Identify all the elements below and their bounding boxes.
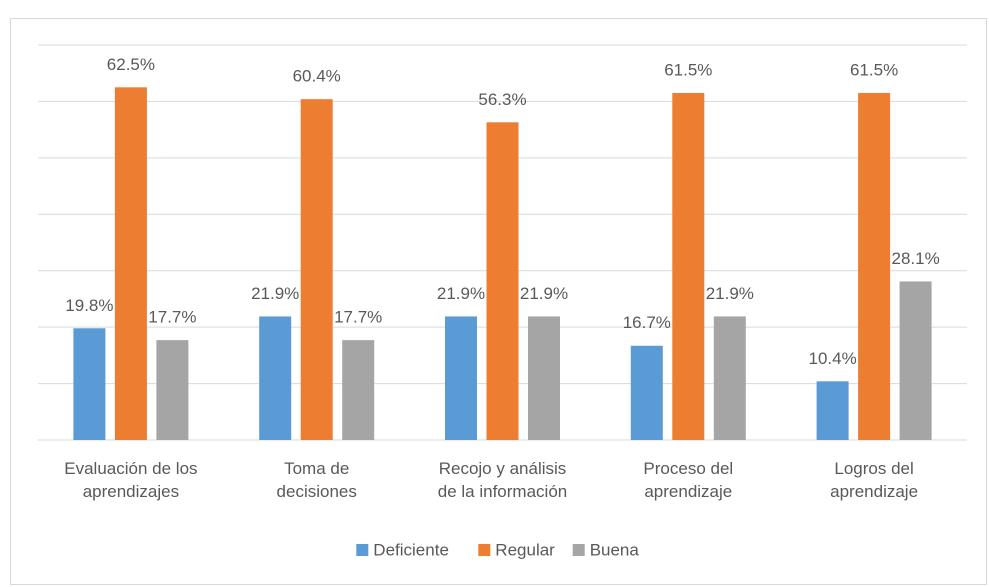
legend-swatch [356,544,369,556]
x-tick-label: Recojo y análisis de la información [438,459,567,501]
value-label: 56.3% [478,90,526,109]
value-label: 21.9% [251,284,299,303]
bar [899,281,932,440]
value-label: 21.9% [437,284,485,303]
value-label: 16.7% [623,313,671,332]
value-label: 17.7% [148,308,196,327]
value-label: 61.5% [664,60,712,79]
bar [858,92,891,440]
bar [672,92,705,440]
bar [816,381,849,440]
value-label: 28.1% [891,249,939,268]
x-tick-label: Logros del aprendizaje [830,459,918,501]
value-label: 21.9% [706,284,754,303]
legend-swatch [572,544,585,556]
bar [156,340,189,440]
bar [300,99,333,441]
bar [114,87,147,441]
value-label: 10.4% [808,349,856,368]
value-label: 61.5% [850,60,898,79]
x-tick-label: Proceso del aprendizaje [643,459,733,501]
legend-label: Buena [590,540,640,559]
legend-label: Deficiente [373,540,449,559]
bar [486,122,519,441]
bar [528,316,560,440]
x-tick-label: Toma de decisiones [277,459,357,501]
value-label: 62.5% [107,55,155,74]
bar [630,345,663,440]
legend-label: Regular [495,540,555,559]
bar [445,316,477,440]
bar [259,316,292,440]
value-label: 19.8% [65,296,113,315]
value-label: 17.7% [334,308,382,327]
x-tick-label: Evaluación de los aprendizajes [64,459,197,501]
bar [713,316,746,440]
value-label: 60.4% [293,67,341,86]
bar [342,340,375,440]
bar [73,328,106,440]
legend-swatch [478,544,491,556]
value-label: 21.9% [520,284,568,303]
